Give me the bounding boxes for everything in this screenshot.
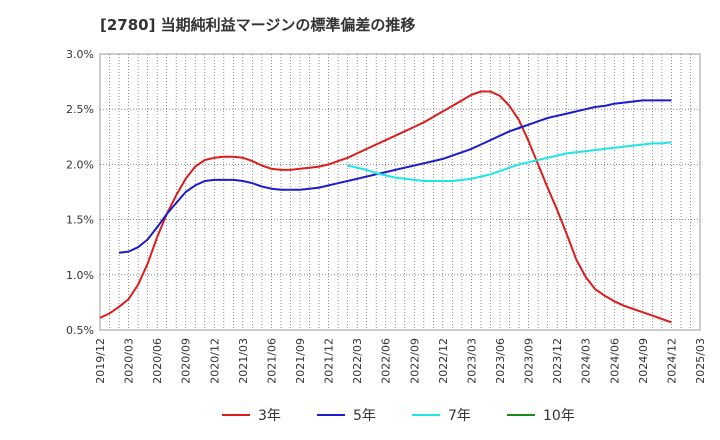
series-line-2 [118, 99, 672, 254]
x-tick-label: 2022/09 [408, 338, 421, 384]
x-tick-label: 2019/12 [94, 338, 107, 384]
series-line-3 [347, 141, 672, 182]
x-tick-label: 2021/12 [323, 338, 336, 384]
legend-label-4: 10年 [543, 408, 575, 424]
series-lines [99, 90, 672, 324]
x-tick-label: 2022/12 [437, 338, 450, 384]
x-tick-label: 2023/09 [523, 338, 536, 384]
x-tick-label: 2021/09 [294, 338, 307, 384]
y-tick-label: 0.5% [66, 324, 94, 337]
x-tick-label: 2023/12 [551, 338, 564, 384]
x-tick-label: 2020/09 [180, 338, 193, 384]
x-tick-label: 2024/09 [637, 338, 650, 384]
y-tick-label: 3.0% [66, 48, 94, 61]
y-tick-label: 1.0% [66, 269, 94, 282]
series-line-1 [99, 90, 672, 324]
y-tick-label: 1.5% [66, 214, 94, 227]
legend-label-2: 5年 [353, 408, 376, 424]
x-tick-label: 2022/03 [351, 338, 364, 384]
x-tick-label: 2023/03 [465, 338, 478, 384]
x-tick-label: 2025/03 [694, 338, 707, 384]
y-tick-label: 2.0% [66, 158, 94, 171]
x-tick-label: 2024/12 [665, 338, 678, 384]
x-axis-ticks: 2019/12 2020/03 2020/06 2020/09 2020/12 2021/… [94, 338, 707, 384]
y-axis-ticks: 0.5% 1.0% 1.5% 2.0% 2.5% 3.0% [66, 48, 94, 337]
x-tick-label: 2021/03 [237, 338, 250, 384]
legend-label-1: 3年 [258, 408, 281, 424]
x-tick-label: 2023/06 [494, 338, 507, 384]
chart-title: [2780] 当期純利益マージンの標準偏差の推移 [100, 16, 415, 34]
x-tick-label: 2024/03 [580, 338, 593, 384]
x-tick-label: 2024/06 [608, 338, 621, 384]
x-tick-label: 2020/12 [208, 338, 221, 384]
x-tick-label: 2022/06 [380, 338, 393, 384]
x-tick-label: 2021/06 [265, 338, 278, 384]
x-tick-label: 2020/03 [123, 338, 136, 384]
x-tick-label: 2020/06 [151, 338, 164, 384]
legend: 3年 5年 7年 10年 [222, 408, 575, 424]
legend-label-3: 7年 [448, 408, 471, 424]
plot-area [99, 53, 701, 331]
y-tick-label: 2.5% [66, 103, 94, 116]
